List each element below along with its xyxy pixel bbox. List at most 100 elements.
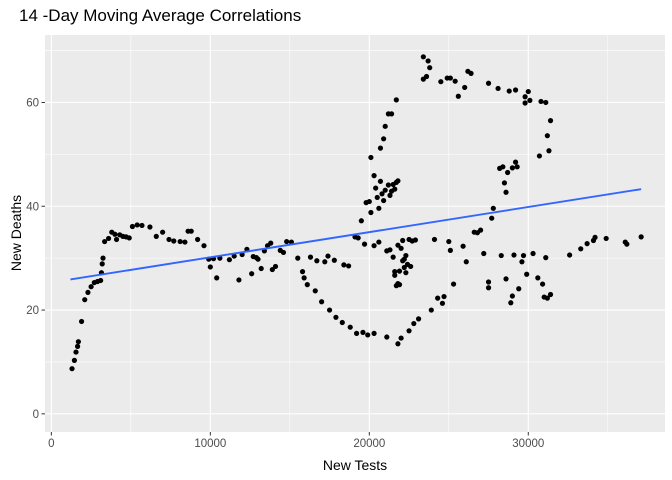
data-point bbox=[547, 291, 554, 298]
data-point bbox=[126, 235, 132, 241]
data-point bbox=[512, 159, 519, 165]
data-point bbox=[485, 279, 492, 285]
data-point bbox=[498, 252, 504, 259]
data-point bbox=[543, 99, 549, 106]
data-point bbox=[387, 247, 393, 253]
data-point bbox=[214, 275, 220, 281]
data-point bbox=[381, 197, 387, 204]
data-point bbox=[134, 222, 140, 228]
data-point bbox=[226, 257, 233, 263]
data-point bbox=[368, 154, 374, 161]
data-point bbox=[307, 254, 314, 260]
x-tick-label: 30000 bbox=[512, 438, 544, 450]
data-point bbox=[75, 339, 81, 345]
data-point bbox=[408, 263, 414, 270]
data-point bbox=[455, 93, 461, 99]
data-point bbox=[112, 231, 118, 237]
data-point bbox=[188, 228, 194, 234]
data-point bbox=[452, 78, 458, 84]
data-point bbox=[481, 250, 487, 257]
data-point bbox=[398, 245, 404, 251]
data-point bbox=[427, 65, 433, 71]
data-point bbox=[578, 246, 584, 252]
x-axis-title: New Tests bbox=[323, 457, 387, 473]
data-point bbox=[412, 237, 419, 243]
data-point bbox=[490, 205, 496, 211]
data-point bbox=[347, 324, 353, 330]
data-point bbox=[527, 97, 533, 103]
data-point bbox=[495, 85, 501, 92]
data-point bbox=[249, 271, 255, 277]
data-point bbox=[381, 136, 387, 142]
data-point bbox=[428, 307, 434, 313]
data-point bbox=[358, 218, 364, 224]
data-point bbox=[207, 264, 213, 270]
data-point bbox=[392, 186, 398, 192]
data-point bbox=[485, 285, 492, 291]
data-point bbox=[258, 265, 264, 272]
data-point bbox=[400, 237, 406, 244]
y-tick-label: 20 bbox=[26, 305, 39, 317]
data-point bbox=[361, 241, 368, 247]
data-point bbox=[435, 295, 441, 301]
data-point bbox=[71, 357, 78, 363]
data-point bbox=[392, 272, 398, 278]
data-point bbox=[365, 332, 371, 338]
x-axis-tick-labels: 0 10000 20000 30000 bbox=[48, 438, 544, 450]
data-point bbox=[379, 191, 385, 197]
data-point bbox=[371, 330, 377, 336]
data-point bbox=[403, 252, 409, 259]
data-point bbox=[231, 253, 237, 259]
data-point bbox=[304, 282, 310, 288]
data-point bbox=[153, 233, 159, 239]
data-point bbox=[129, 223, 136, 230]
data-point bbox=[100, 255, 106, 261]
data-point bbox=[390, 254, 396, 260]
data-point bbox=[166, 236, 172, 243]
data-point bbox=[384, 334, 390, 340]
data-point bbox=[147, 224, 153, 230]
data-point bbox=[299, 269, 306, 275]
data-point bbox=[438, 79, 444, 85]
data-point bbox=[301, 275, 307, 281]
data-point bbox=[74, 343, 81, 349]
data-point bbox=[441, 293, 447, 300]
data-point bbox=[269, 266, 275, 273]
y-tick-label: 60 bbox=[26, 97, 39, 109]
data-point bbox=[460, 243, 466, 249]
data-point bbox=[314, 258, 320, 264]
data-point bbox=[403, 270, 409, 276]
data-point bbox=[406, 328, 412, 334]
data-point bbox=[371, 243, 377, 249]
data-point bbox=[567, 252, 573, 258]
data-point bbox=[392, 269, 398, 275]
y-axis-tick-labels: 0 20 40 60 bbox=[26, 97, 39, 420]
data-point bbox=[99, 261, 105, 267]
data-point bbox=[503, 276, 509, 282]
data-point bbox=[506, 88, 512, 94]
data-point bbox=[415, 316, 422, 322]
data-point bbox=[105, 235, 112, 242]
data-point bbox=[325, 253, 331, 259]
y-axis-title: New Deaths bbox=[8, 195, 24, 271]
data-point bbox=[530, 250, 536, 257]
data-point bbox=[272, 263, 279, 270]
data-point bbox=[201, 243, 207, 249]
data-point bbox=[353, 330, 360, 336]
data-point bbox=[420, 54, 426, 60]
data-point bbox=[638, 234, 644, 240]
data-point bbox=[439, 300, 446, 306]
data-point bbox=[195, 236, 201, 243]
data-point bbox=[520, 252, 527, 259]
data-point bbox=[312, 288, 318, 294]
data-point bbox=[88, 284, 94, 290]
data-point bbox=[255, 256, 261, 262]
data-point bbox=[160, 229, 166, 235]
data-point bbox=[462, 84, 468, 91]
data-point bbox=[373, 185, 379, 191]
data-point bbox=[539, 281, 546, 287]
data-point bbox=[477, 227, 484, 233]
data-point bbox=[431, 236, 438, 243]
data-point bbox=[489, 215, 495, 221]
data-point bbox=[447, 75, 453, 81]
